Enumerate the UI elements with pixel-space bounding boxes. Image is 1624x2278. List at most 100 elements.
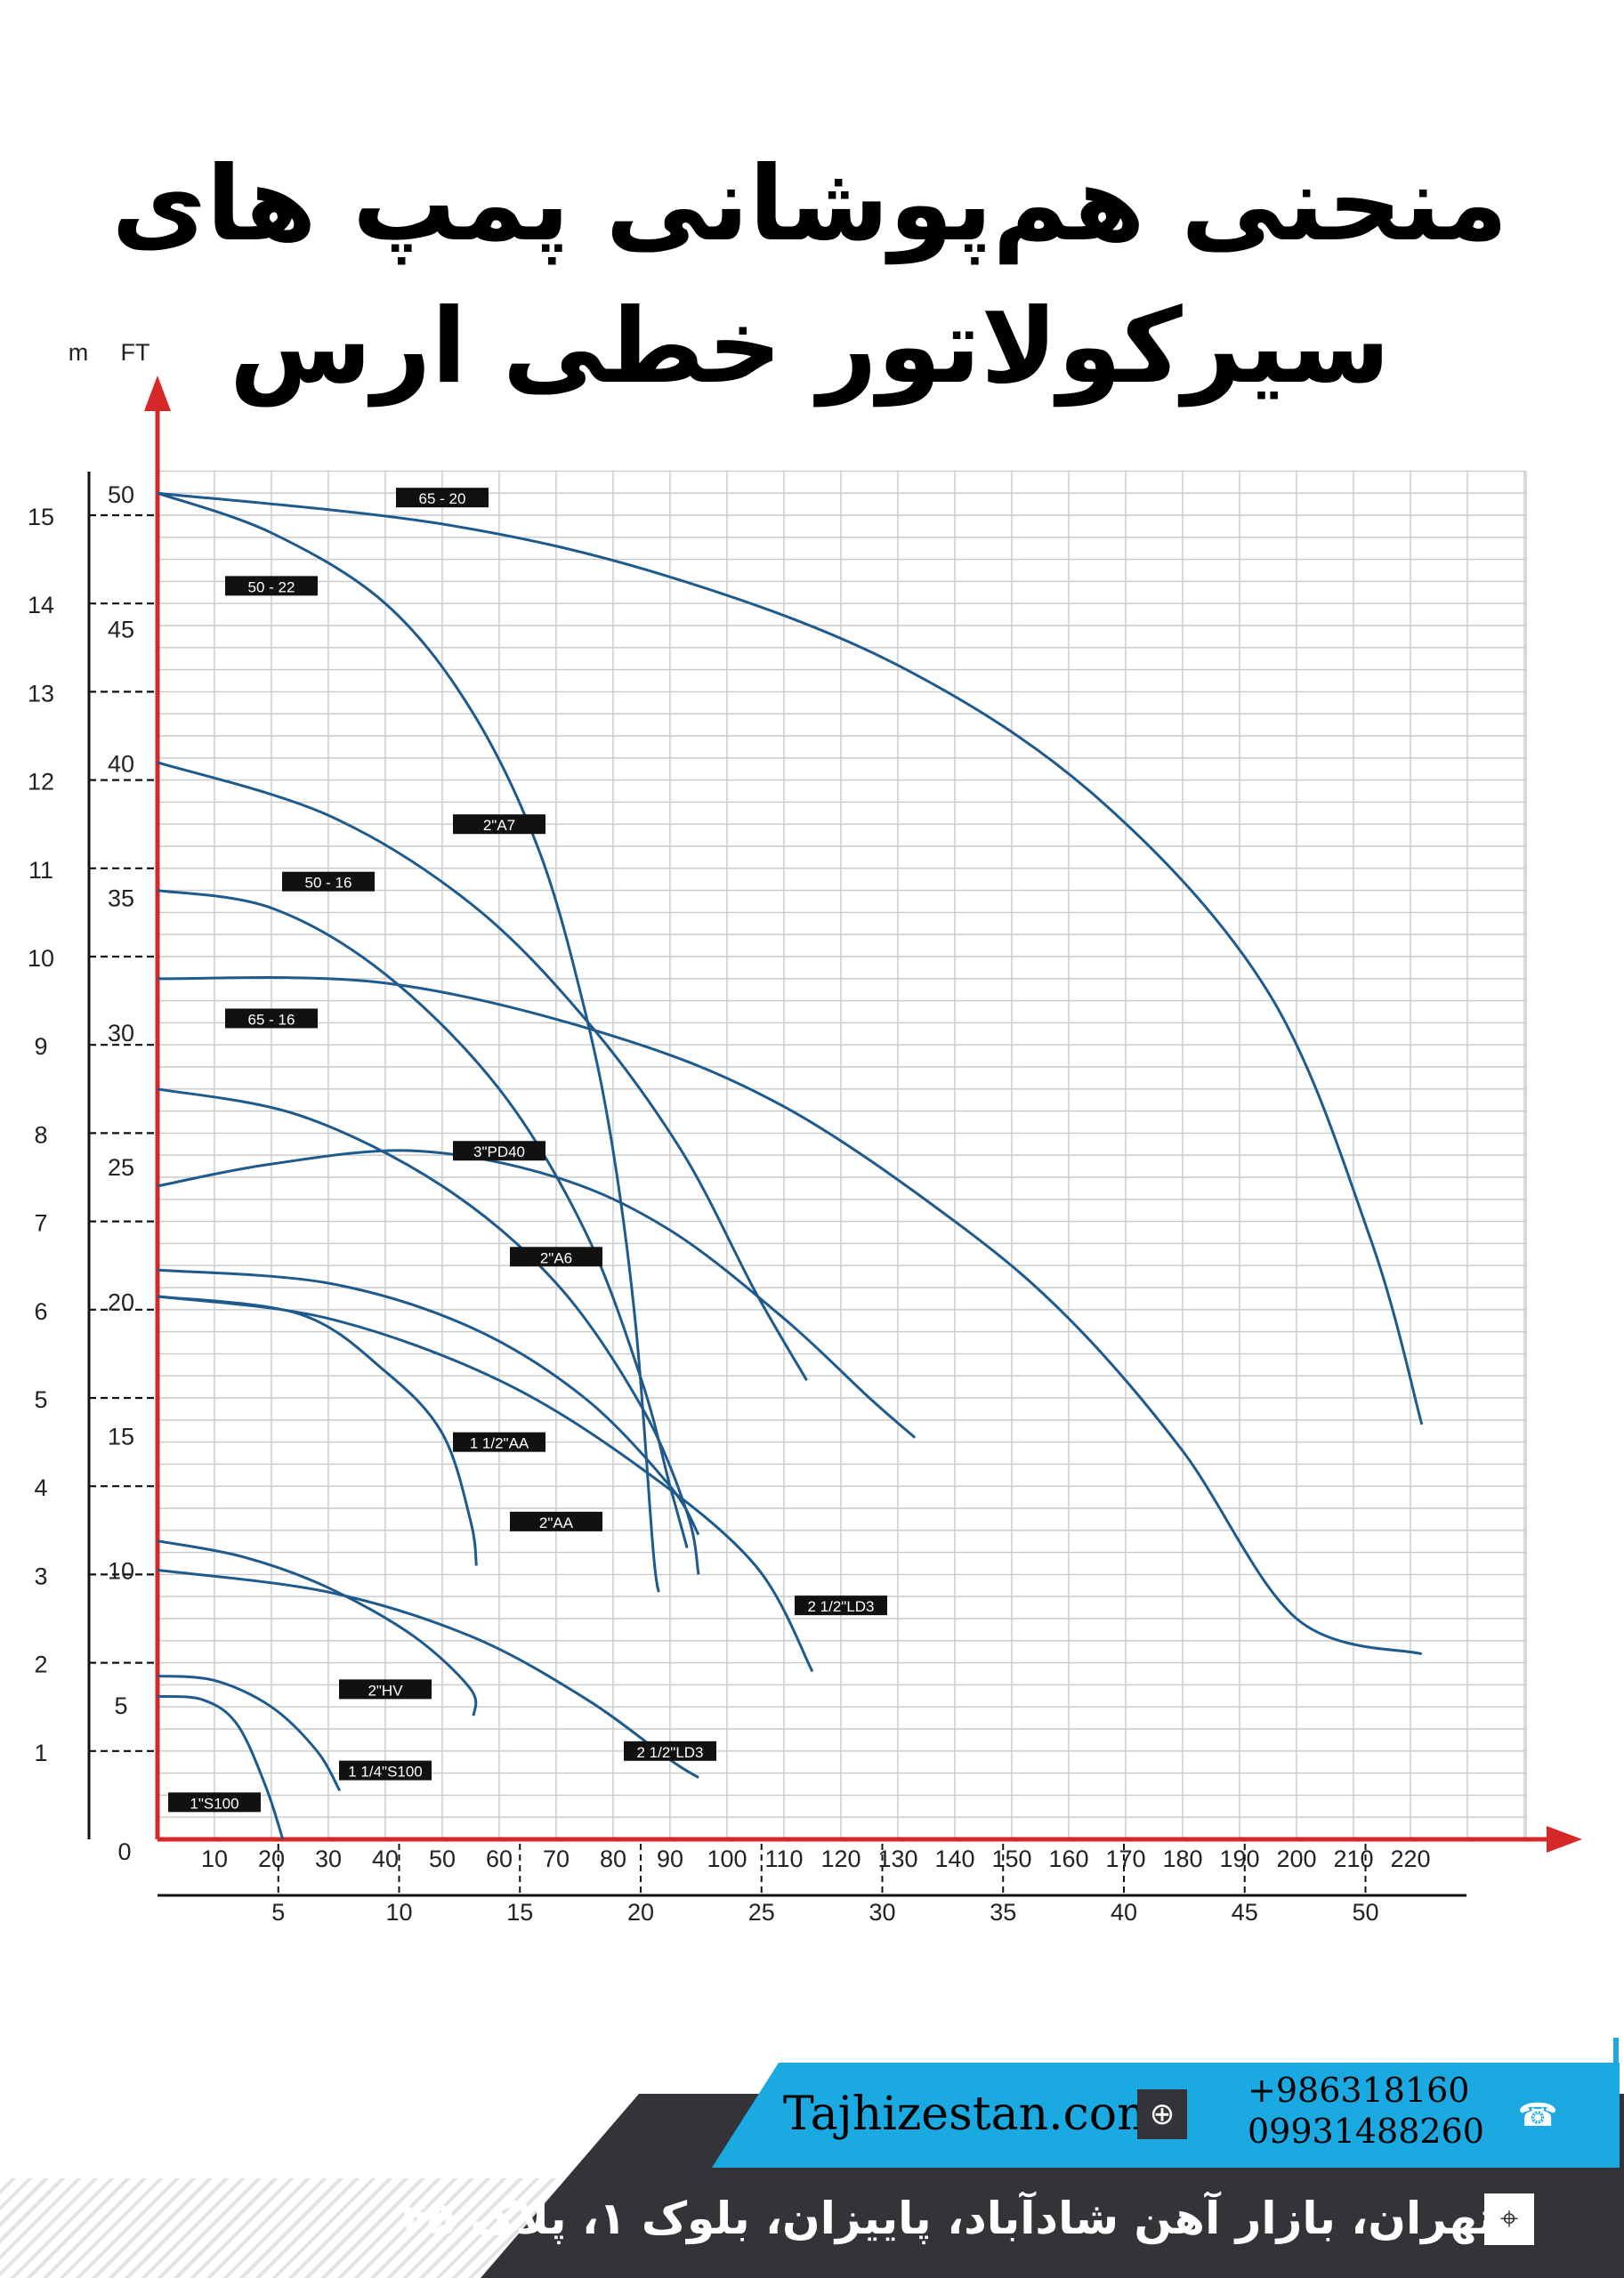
curve-label: 50 - 16 bbox=[305, 875, 352, 892]
x-top-tick-label: 40 bbox=[372, 1846, 399, 1872]
y-origin-label: 0 bbox=[117, 1838, 131, 1865]
address-text: تهران، بازار آهن شادآباد، پاییزان، بلوک … bbox=[400, 2193, 1495, 2244]
x-bottom-tick-label: 30 bbox=[869, 1899, 895, 1926]
curve-2-a6 bbox=[157, 1087, 700, 1575]
y-meter-tick-label: 2 bbox=[34, 1652, 47, 1678]
x-top-tick-label: 170 bbox=[1105, 1846, 1145, 1872]
y-feet-unit-label: FT bbox=[121, 339, 150, 366]
curve-2-hv bbox=[157, 1539, 478, 1717]
curve-label-tag bbox=[225, 576, 318, 596]
curve-label: 65 - 20 bbox=[419, 490, 466, 507]
y-feet-tick-label: 15 bbox=[108, 1423, 134, 1450]
x-top-tick-label: 50 bbox=[429, 1846, 456, 1872]
y-feet-tick-label: 5 bbox=[114, 1692, 127, 1719]
y-feet-tick-label: 25 bbox=[108, 1154, 134, 1181]
y-feet-tick-label: 10 bbox=[108, 1558, 134, 1585]
y-meter-tick-label: 9 bbox=[34, 1033, 47, 1060]
location-icon: ⌖ bbox=[1484, 2193, 1534, 2245]
y-meter-tick-label: 8 bbox=[34, 1121, 47, 1148]
y-feet-tick-label: 20 bbox=[108, 1288, 134, 1315]
x-top-tick-label: 150 bbox=[991, 1846, 1031, 1872]
x-top-tick-label: 70 bbox=[543, 1846, 570, 1872]
x-bottom-tick-label: 15 bbox=[506, 1899, 533, 1926]
curve-65-16 bbox=[157, 976, 1423, 1656]
phone-number-2[interactable]: 09931488260 bbox=[1248, 2112, 1484, 2151]
x-top-tick-label: 80 bbox=[600, 1846, 626, 1872]
curve-label: 65 - 16 bbox=[248, 1011, 295, 1028]
y-meter-tick-label: 10 bbox=[28, 945, 54, 972]
y-meter-tick-label: 14 bbox=[28, 592, 54, 618]
curve-label-tag bbox=[453, 1432, 545, 1452]
curve-label-tag bbox=[624, 1741, 716, 1761]
x-top-tick-label: 200 bbox=[1276, 1846, 1316, 1872]
y-meter-tick-label: 1 bbox=[34, 1740, 47, 1766]
x-bottom-tick-label: 25 bbox=[748, 1899, 775, 1926]
x-bottom-tick-label: 20 bbox=[627, 1899, 654, 1926]
curve-label-tag bbox=[510, 1511, 602, 1531]
curve-label: 2 1/2"LD3 bbox=[807, 1598, 874, 1615]
curve-2-a7 bbox=[157, 761, 808, 1381]
page-title: منحنی هم‌پوشانی پمپ های سیرکولاتور خطی ا… bbox=[111, 144, 1509, 407]
curve-label-tag bbox=[453, 814, 545, 835]
x-top-tick-label: 60 bbox=[486, 1846, 513, 1872]
x-top-tick-label: 160 bbox=[1048, 1846, 1088, 1872]
x-top-tick-label: 140 bbox=[934, 1846, 974, 1872]
y-axis-arrow bbox=[144, 376, 171, 411]
y-meter-unit-label: m bbox=[69, 339, 89, 366]
curve-50-16 bbox=[157, 889, 689, 1549]
curve-label: 1"S100 bbox=[190, 1795, 238, 1812]
y-feet-tick-label: 40 bbox=[108, 751, 134, 778]
curve-label: 2 1/2"LD3 bbox=[636, 1744, 703, 1761]
x-top-tick-label: 180 bbox=[1162, 1846, 1202, 1872]
curve-50-22 bbox=[157, 491, 660, 1593]
curve-label-tag bbox=[795, 1595, 887, 1616]
curve-1-s100 bbox=[157, 1694, 285, 1840]
globe-icon: ⊕ bbox=[1137, 2089, 1187, 2139]
curve-label: 1 1/4"S100 bbox=[348, 1764, 423, 1781]
curve-label-tag bbox=[168, 1792, 261, 1813]
y-meter-tick-label: 11 bbox=[28, 857, 53, 884]
y-meter-tick-label: 12 bbox=[28, 769, 54, 796]
curve-label: 2"HV bbox=[368, 1682, 403, 1699]
x-bottom-tick-label: 5 bbox=[271, 1899, 285, 1926]
curve-label: 2"AA bbox=[539, 1515, 574, 1531]
y-feet-tick-label: 45 bbox=[108, 616, 134, 642]
curve-label-tag bbox=[396, 488, 489, 508]
footer-stripes bbox=[0, 2178, 570, 2278]
curve-label-tag bbox=[339, 1760, 432, 1781]
x-bottom-tick-label: 40 bbox=[1111, 1899, 1137, 1926]
x-top-tick-label: 90 bbox=[657, 1846, 683, 1872]
curve-label: 2"A7 bbox=[483, 817, 515, 834]
y-feet-tick-label: 50 bbox=[108, 481, 134, 508]
x-top-tick-label: 130 bbox=[877, 1846, 917, 1872]
footer-accent bbox=[1613, 2038, 1619, 2073]
y-meter-tick-label: 15 bbox=[28, 504, 54, 530]
y-meter-tick-label: 6 bbox=[34, 1298, 47, 1325]
x-top-tick-label: 30 bbox=[315, 1846, 342, 1872]
curve-2-1-2-ld3 bbox=[157, 1295, 814, 1673]
x-top-tick-label: 210 bbox=[1333, 1846, 1373, 1872]
curve-2-aa bbox=[157, 1268, 700, 1536]
y-meter-tick-label: 7 bbox=[34, 1210, 47, 1237]
curve-label-tag bbox=[225, 1008, 318, 1029]
x-bottom-tick-label: 35 bbox=[990, 1899, 1016, 1926]
curve-65-20 bbox=[157, 491, 1424, 1426]
x-top-tick-label: 100 bbox=[707, 1846, 747, 1872]
y-meter-tick-label: 13 bbox=[28, 680, 54, 707]
x-top-tick-label: 190 bbox=[1219, 1846, 1259, 1872]
curve-label-tag bbox=[510, 1247, 602, 1267]
y-meter-tick-label: 5 bbox=[34, 1386, 47, 1413]
x-axis-arrow bbox=[1547, 1826, 1582, 1853]
x-top-tick-label: 220 bbox=[1390, 1846, 1430, 1872]
curve-label-tag bbox=[453, 1141, 545, 1161]
curve-2-1-2-ld3 bbox=[157, 1568, 699, 1779]
x-top-tick-label: 120 bbox=[820, 1846, 860, 1872]
curve-label: 3"PD40 bbox=[473, 1143, 525, 1160]
phone-numbers: +986318160 09931488260 bbox=[1248, 2070, 1484, 2152]
y-meter-tick-label: 4 bbox=[34, 1474, 47, 1501]
curve-label: 2"A6 bbox=[540, 1249, 572, 1266]
website-link[interactable]: Tajhizestan.com bbox=[783, 2088, 1161, 2141]
curve-label: 1 1/2"AA bbox=[470, 1435, 529, 1452]
phone-number-1[interactable]: +986318160 bbox=[1248, 2071, 1470, 2110]
curve-1-1-2-aa bbox=[157, 1295, 478, 1566]
